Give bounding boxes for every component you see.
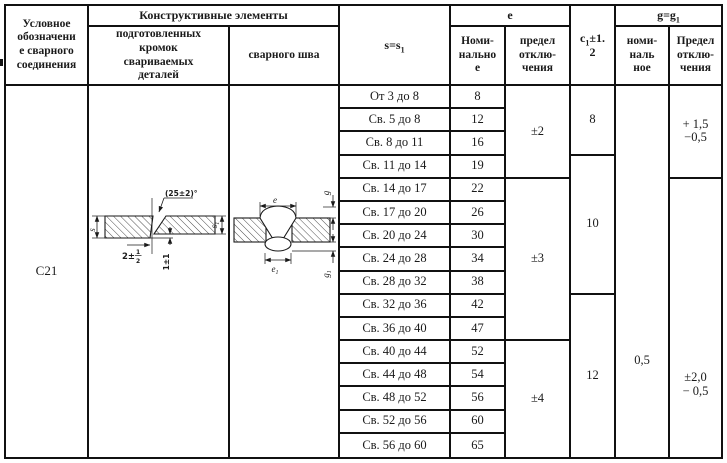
g-dimension-label: g — [321, 190, 331, 195]
prepared-edges-diagram: s (25±2)° 2± 1 2 1±1 s1 — [89, 189, 226, 271]
table-row-e-nominal: 47 — [451, 317, 506, 342]
table-row-e-nominal: 56 — [451, 387, 506, 411]
table-row-e-nominal: 54 — [451, 364, 506, 388]
table-row-e-nominal: 30 — [451, 225, 506, 249]
g-nominal-value: 0,5 — [616, 86, 670, 457]
root-bead-shape — [264, 236, 292, 252]
table-row-e-nominal: 38 — [451, 271, 506, 295]
svg-text:2: 2 — [136, 258, 140, 265]
c1-value-group: 12 — [571, 294, 616, 457]
gap-value-label: 2± — [122, 252, 135, 262]
g1-dimension-label: g1 — [321, 270, 333, 278]
table-row-e-nominal: 16 — [451, 132, 506, 156]
right-plate-shape — [152, 215, 216, 235]
table-row-s-range: Св. 5 до 8 — [340, 109, 451, 133]
table-row-s-range: От 3 до 8 — [340, 86, 451, 110]
table-row-s-range: Св. 14 до 17 — [340, 178, 451, 202]
e-deviation-group: ±4 — [506, 341, 571, 457]
header-cell-c1: c1±1. 2 — [571, 6, 616, 86]
g-deviation-group: ±2,0 − 0,5 — [682, 369, 709, 398]
prepared-edges-diagram-cell: s (25±2)° 2± 1 2 1±1 s1 — [89, 86, 230, 457]
header-cell-structural-elements: Конструктивные элементы — [89, 6, 340, 27]
c1-value-group: 8 — [571, 86, 616, 156]
table-row-s-range: Св. 17 до 20 — [340, 201, 451, 226]
table-row-s-range: Св. 11 до 14 — [340, 155, 451, 179]
table-row-s-range: Св. 52 до 56 — [340, 410, 451, 434]
g-deviation-group: + 1,5 −0,5 — [670, 86, 721, 179]
weld-seam-diagram-cell: e g e1 g1 — [230, 86, 340, 457]
table-row-s-range: Св. 44 до 48 — [340, 364, 451, 388]
header-cell-g-deviation: Предел отклю- чения — [670, 27, 721, 86]
table-row-e-nominal: 22 — [451, 178, 506, 202]
table-row-e-nominal: 42 — [451, 294, 506, 318]
table-row-e-nominal: 8 — [451, 86, 506, 110]
header-cell-e-nominal: Номи- нально е — [451, 27, 506, 86]
table-row-s-range: Св. 32 до 36 — [340, 294, 451, 318]
e-dimension-label: e — [273, 195, 277, 205]
table-row-s-range: Св. 28 до 32 — [340, 271, 451, 295]
s1-dimension-label: s1 — [209, 222, 221, 229]
table-row-s-range: Св. 56 до 60 — [340, 433, 451, 457]
table-row-e-nominal: 34 — [451, 248, 506, 272]
table-row-e-nominal: 26 — [451, 201, 506, 226]
table-row-e-nominal: 19 — [451, 155, 506, 179]
weld-seam-diagram: e g e1 g1 — [233, 190, 336, 278]
e1-dimension-label: e1 — [272, 264, 279, 276]
table-row-e-nominal: 65 — [451, 433, 506, 457]
header-cell-s: s=s1 — [340, 6, 451, 86]
header-cell-weld-seam: сварного шва — [230, 27, 340, 86]
header-cell-e: e — [451, 6, 571, 27]
table-row-s-range: Св. 36 до 40 — [340, 317, 451, 342]
header-cell-e-deviation: предел отклю- чения — [506, 27, 571, 86]
angle-leader-line — [158, 197, 165, 213]
header-cell-designation: Условное обозначени е сварного соединени… — [6, 6, 89, 86]
right-plate-shape — [291, 217, 331, 243]
table-row-e-nominal: 52 — [451, 341, 506, 365]
table-row-s-range: Св. 24 до 28 — [340, 248, 451, 272]
s-dimension-label: s — [89, 228, 97, 232]
welded-joint-parameters-table: Условное обозначени е сварного соединени… — [4, 4, 723, 459]
c1-label: c1±1. 2 — [580, 30, 605, 59]
table-row-e-nominal: 60 — [451, 410, 506, 434]
e-deviation-group: ±2 — [506, 86, 571, 179]
header-cell-g-nominal: номи- наль ное — [616, 27, 670, 86]
table-row-e-nominal: 12 — [451, 109, 506, 133]
header-cell-prepared-edges: подготовленных кромок свариваемых детале… — [89, 27, 230, 86]
scan-artifact-mark — [0, 59, 3, 66]
s-equals-s1-label: s=s1 — [384, 37, 405, 55]
bevel-angle-label: (25±2)° — [165, 189, 198, 198]
table-row-s-range: Св. 40 до 44 — [340, 341, 451, 365]
offset-dimension-label: 1±1 — [162, 254, 171, 271]
g-equals-g1-label: g=g1 — [657, 8, 680, 25]
left-plate-shape — [233, 217, 267, 243]
e-deviation-group: ±3 — [506, 178, 571, 342]
table-row-s-range: Св. 48 до 52 — [340, 387, 451, 411]
joint-designation-value: С21 — [6, 86, 89, 457]
table-row-s-range: Св. 8 до 11 — [340, 132, 451, 156]
left-plate-shape — [104, 215, 154, 239]
header-cell-g: g=g1 — [616, 6, 721, 27]
table-row-s-range: Св. 20 до 24 — [340, 225, 451, 249]
c1-value-group: 10 — [571, 155, 616, 295]
svg-text:1: 1 — [136, 249, 140, 256]
